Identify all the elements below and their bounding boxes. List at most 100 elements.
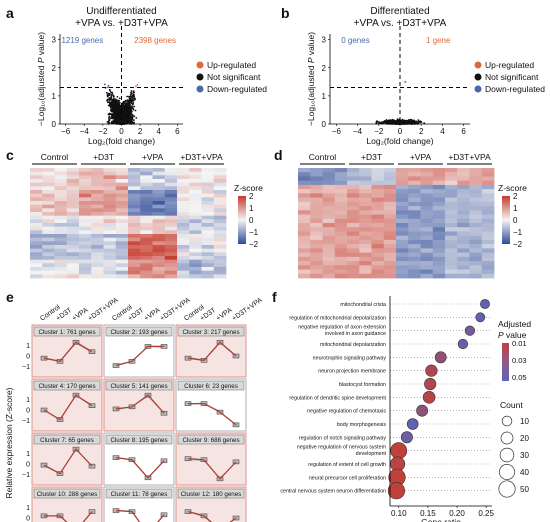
heatmap-cell [481,197,495,203]
heatmap-cell [30,193,43,198]
heatmap-cell [201,226,215,231]
gene-point [127,116,130,119]
heatmap-cell [445,235,458,241]
heatmap-cell [298,239,311,245]
heatmap-cell [298,206,311,211]
heatmap-cell [310,218,323,224]
heatmap-cell [408,235,421,241]
heatmap-cell [201,197,215,202]
heatmap-cell [445,256,458,262]
gene-point [127,100,130,103]
heatmap-cell [396,206,409,211]
go-term-label: neuron projection membrane [318,369,386,375]
heatmap-cell [457,189,470,194]
heatmap-cell [128,171,141,176]
heatmap-cell [481,273,495,279]
heatmap-cell [371,256,385,262]
heatmap-cell [298,269,311,275]
group-label: +D3T+VPA [180,152,223,162]
gene-point [399,121,401,123]
go-term-dot [416,404,428,417]
heatmap-cell [177,168,190,173]
heatmap-cell [408,261,421,266]
cluster-header [33,488,101,499]
heatmap-cell [189,223,202,228]
heatmap-cell [164,190,178,195]
heatmap-cell [54,204,68,209]
heatmap-cell [322,227,336,232]
heatmap-cell [42,237,55,242]
gene-point [118,97,121,100]
heatmap-cell [371,231,385,237]
heatmap-cell [445,206,458,211]
heatmap-cell [164,197,178,202]
heatmap-cell [334,244,348,249]
heatmap-cell [42,270,55,275]
count-legend-label: 20 [520,434,529,443]
gene-point [112,110,115,113]
heatmap-cell [383,244,397,249]
heatmap-cell [457,172,470,177]
heatmap-cell [177,252,190,257]
heatmap-cell [164,267,178,272]
heatmap-cell [30,215,43,220]
heatmap-cell [54,193,68,198]
cluster-cell: Cluster 2: 193 genes [103,324,175,378]
x-tick-label: 0 [398,127,403,136]
panel-letter: f [272,289,277,305]
heatmap-cell [152,237,166,242]
heatmap-cell [115,168,129,173]
heatmap-cell [334,273,348,279]
heatmap-cell [432,180,446,186]
heatmap-cell [103,212,117,217]
heatmap-cell [103,256,117,261]
heatmap-cell [164,263,178,268]
heatmap-cell [347,180,360,186]
gene-point [128,112,131,114]
heatmap-cell [79,204,92,209]
y-axis-label: Relative expression (Z-score) [4,387,14,498]
heatmap-cell [445,273,458,279]
heatmap-cell [91,226,104,231]
heatmap-cell [42,274,55,279]
heatmap-cell [420,248,434,254]
heatmap-cell [445,269,458,275]
heatmap-cell [140,190,153,195]
gene-point [108,88,111,91]
color-scale-bar [502,196,510,244]
gene-point [124,108,127,111]
heatmap-cell [347,206,360,211]
heatmap-cell [383,197,397,203]
gene-point [123,120,126,123]
legend-title: P value [498,330,527,340]
heatmap-cell [42,241,55,246]
heatmap-cell [66,215,80,220]
y-tick-label: 2 [322,64,327,73]
y-tick-label: 3 [52,36,57,45]
gene-point [128,101,131,104]
gene-point [110,102,113,104]
heatmap-cell [396,168,409,173]
gene-point [415,121,417,123]
gene-point [396,118,399,121]
count-legend-circle [499,447,515,463]
heatmap-cell [177,274,190,279]
heatmap-cell [408,273,421,279]
gene-point [116,102,119,105]
gene-point [382,121,385,124]
gene-point [132,91,135,94]
heatmap-cell [79,237,92,242]
heatmap-cell [103,263,117,268]
cluster-cell: Cluster 9: 688 genes [175,432,247,486]
cluster-mean-line [44,511,93,522]
gene-point [109,97,112,99]
go-term-dot [387,482,406,500]
gene-point [131,117,134,119]
heatmap-cell [457,210,470,215]
heatmap-cell [469,261,483,266]
heatmap-cell [481,176,495,182]
gene-point [127,114,130,117]
heatmap-cell [66,274,80,279]
gene-point [129,122,132,124]
x-tick-label: 0.10 [391,509,407,518]
